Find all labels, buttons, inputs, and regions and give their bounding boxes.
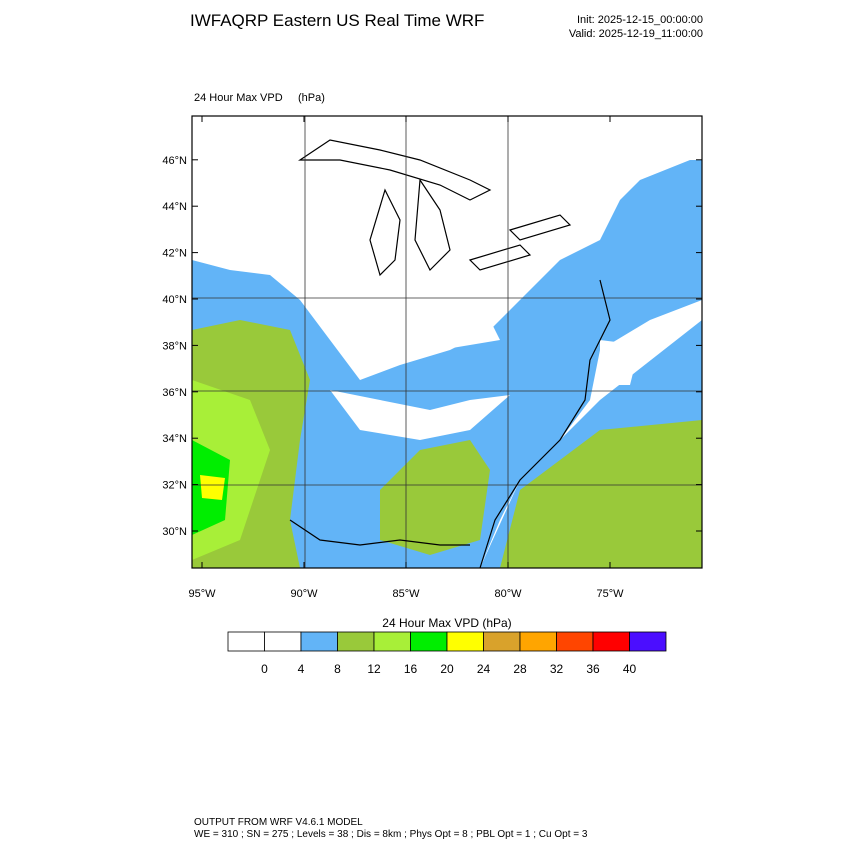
lon-label: 85°W [392,588,420,600]
lon-label: 90°W [290,588,318,600]
colorbar-box [300,631,338,652]
footer-line: OUTPUT FROM WRF V4.6.1 MODEL [194,817,363,828]
colorbar-box [264,631,302,652]
map-label: 24 Hour Max VPD [194,92,283,104]
valid-time: Valid: 2025-12-19_11:00:00 [569,28,703,40]
colorbar-label: 24 [477,662,491,676]
lat-label: 30°N [162,526,187,538]
lat-label: 42°N [162,248,187,260]
colorbar-label: 40 [623,662,637,676]
colorbar-label: 32 [550,662,564,676]
colorbar-box [227,631,265,652]
lon-label: 95°W [188,588,216,600]
colorbar-box [519,631,557,652]
colorbar-box [592,631,630,652]
colorbar-label: 8 [334,662,341,676]
footer-line: WE = 310 ; SN = 275 ; Levels = 38 ; Dis … [194,829,588,840]
colorbar-box [556,631,594,652]
lat-label: 36°N [162,387,187,399]
lat-label: 34°N [162,433,187,445]
colorbar-label: 0 [261,662,268,676]
lat-label: 46°N [162,155,187,167]
lon-label: 80°W [494,588,522,600]
colorbar-label: 28 [513,662,527,676]
colorbar-box [373,631,411,652]
colorbar-title: 24 Hour Max VPD (hPa) [382,616,511,630]
lat-label: 32°N [162,480,187,492]
lat-label: 40°N [162,294,187,306]
colorbar-box [629,631,667,652]
colorbar-box [446,631,484,652]
map-units: (hPa) [298,92,325,104]
colorbar-label: 36 [586,662,600,676]
colorbar-label: 16 [404,662,418,676]
colorbar-label: 20 [440,662,454,676]
title: IWFAQRP Eastern US Real Time WRF [190,11,484,30]
lat-label: 38°N [162,340,187,352]
lon-label: 75°W [596,588,624,600]
lat-label: 44°N [162,201,187,213]
colorbar-box [410,631,448,652]
map [191,115,703,569]
colorbar-label: 4 [298,662,305,676]
colorbar-box [483,631,521,652]
init-time: Init: 2025-12-15_00:00:00 [577,14,703,26]
colorbar-box [337,631,375,652]
map-frame [191,115,703,569]
colorbar-label: 12 [367,662,381,676]
